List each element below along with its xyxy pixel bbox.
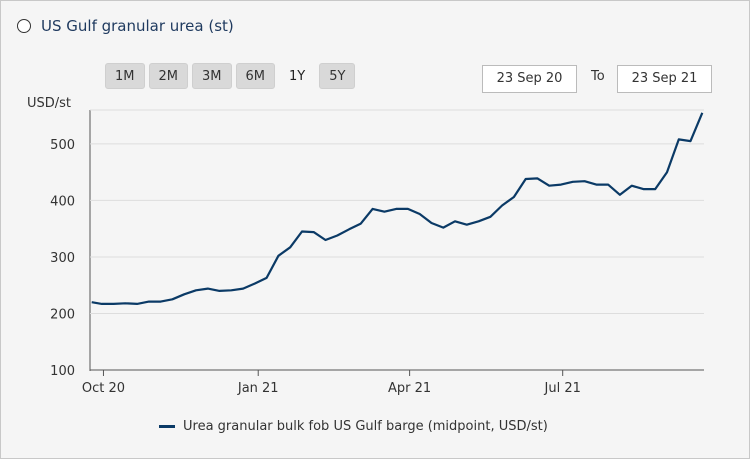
legend-label: Urea granular bulk fob US Gulf barge (mi… xyxy=(183,419,548,434)
date-to-label: To xyxy=(591,69,605,84)
legend[interactable]: Urea granular bulk fob US Gulf barge (mi… xyxy=(159,419,548,434)
y-tick-label: 500 xyxy=(50,138,75,153)
x-tick-label: Jul 21 xyxy=(544,381,581,396)
series-line xyxy=(91,112,704,305)
range-button-2m[interactable]: 2M xyxy=(148,63,188,89)
x-tick-label: Jan 21 xyxy=(237,381,279,396)
chart-header: US Gulf granular urea (st) xyxy=(17,17,234,35)
x-tick-label: Oct 20 xyxy=(82,381,125,396)
series-radio-button[interactable] xyxy=(17,19,31,33)
date-to-input[interactable]: 23 Sep 21 xyxy=(617,65,712,93)
y-tick-label: 200 xyxy=(50,307,75,322)
x-tick-label: Apr 21 xyxy=(388,381,431,396)
y-tick-label: 400 xyxy=(50,194,75,209)
legend-swatch xyxy=(159,425,175,428)
y-tick-label: 100 xyxy=(50,364,75,379)
date-from-input[interactable]: 23 Sep 20 xyxy=(482,65,577,93)
y-axis-label: USD/st xyxy=(27,96,71,111)
range-button-1m[interactable]: 1M xyxy=(105,63,145,89)
chart-title: US Gulf granular urea (st) xyxy=(41,17,234,35)
range-button-1y[interactable]: 1Y xyxy=(289,69,306,84)
y-axis-ticks: 100 200 300 400 500 xyxy=(50,138,75,379)
range-selector: 1M 2M 3M 6M 1Y 5Y xyxy=(105,63,359,89)
range-button-6m[interactable]: 6M xyxy=(235,63,275,89)
range-button-5y[interactable]: 5Y xyxy=(319,63,356,89)
y-tick-label: 300 xyxy=(50,251,75,266)
grid-lines xyxy=(89,109,704,371)
x-axis-ticks: Oct 20 Jan 21 Apr 21 Jul 21 xyxy=(82,370,581,396)
range-button-3m[interactable]: 3M xyxy=(192,63,232,89)
